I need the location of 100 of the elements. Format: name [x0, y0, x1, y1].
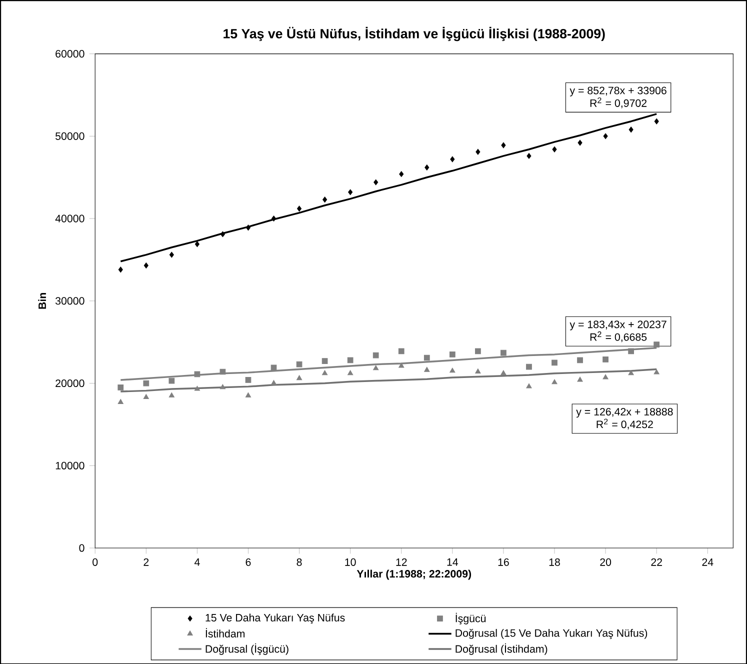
point [501, 142, 506, 148]
point [552, 146, 557, 152]
point [526, 364, 532, 370]
point [602, 356, 608, 362]
y-tick-label: 50000 [56, 132, 84, 140]
x-tick-label: 10 [345, 558, 356, 566]
point [372, 352, 379, 358]
x-tick-label: 16 [498, 558, 509, 566]
point [348, 189, 353, 195]
x-tick-label: 6 [246, 558, 251, 566]
point [654, 341, 660, 348]
x-tick-label: 24 [702, 558, 714, 566]
annotation: R$^{2}$ = 0,4252 [596, 418, 653, 430]
annotation: y = 126,42x + 18888 [576, 408, 673, 418]
point [270, 380, 277, 385]
point [628, 370, 634, 375]
legend-label: İşgücü [456, 612, 486, 624]
point [347, 357, 354, 363]
point [296, 374, 302, 380]
point [654, 118, 659, 124]
y-tick-label: 60000 [56, 50, 84, 58]
legend-label: Doğrusal (İstihdam) [456, 643, 548, 655]
point [578, 140, 582, 146]
point [577, 376, 583, 382]
point [476, 148, 480, 155]
y-tick-label: 30000 [55, 296, 84, 304]
point [449, 351, 456, 358]
point [143, 394, 149, 399]
point [424, 164, 430, 170]
legend-label: 15 Ve Daha Yukarı Yaş Nüfus [206, 613, 345, 624]
annotation: R$^{2}$ = 0,6685 [590, 331, 647, 342]
point [271, 215, 276, 222]
point [296, 361, 302, 368]
point [168, 378, 175, 384]
point [475, 348, 481, 354]
point [424, 354, 430, 360]
point [424, 366, 430, 372]
point [628, 126, 634, 132]
point [322, 370, 328, 375]
legend-label: Doğrusal (15 Ve Daha Yukarı Yaş Nüfus) [456, 628, 648, 639]
point [245, 392, 252, 398]
point [654, 369, 660, 374]
y-tick-label: 0 [79, 544, 84, 552]
point [322, 196, 328, 202]
point [322, 358, 328, 364]
point [526, 152, 532, 159]
point [118, 266, 123, 272]
point [194, 371, 200, 377]
point [374, 179, 378, 186]
point [373, 365, 379, 370]
x-tick-label: 0 [92, 558, 98, 566]
x-tick-label: 14 [447, 558, 458, 566]
point [577, 357, 583, 363]
point [220, 231, 225, 237]
x-tick-label: 4 [194, 558, 200, 566]
point [500, 370, 506, 375]
point [169, 252, 174, 258]
annotation: y = 852,78x + 33906 [570, 86, 666, 96]
point [500, 350, 506, 356]
annotation: y = 183,43x + 20237 [570, 320, 666, 330]
point [118, 384, 124, 390]
point [144, 262, 148, 268]
point [220, 384, 226, 389]
y-tick-label: 40000 [55, 214, 84, 222]
point [602, 374, 608, 380]
point [475, 368, 481, 374]
x-tick-label: 2 [144, 558, 149, 566]
x-tick-label: 8 [296, 558, 302, 566]
point [450, 368, 456, 372]
y-axis-title: Bin [38, 292, 46, 309]
chart-title: 15 Yaş ve Üstü Nüfus, İstihdam ve İşgücü İlişkisi (1988-2009) [224, 26, 605, 41]
y-tick-label: 10000 [56, 462, 84, 470]
point [143, 380, 150, 386]
annotation: R$^{2}$ = 0,9702 [590, 97, 647, 108]
legend-label: Doğrusal (İşgücü) [206, 643, 288, 655]
point [526, 383, 532, 388]
legend-label: İstihdam [206, 628, 245, 638]
point [552, 379, 558, 384]
x-tick-label: 22 [651, 558, 662, 566]
x-tick-label: 20 [600, 558, 612, 566]
point [398, 362, 404, 368]
x-tick-label: 18 [549, 558, 560, 566]
x-tick-label: 12 [396, 558, 407, 566]
point [450, 156, 455, 162]
point [168, 392, 174, 398]
point [194, 386, 200, 391]
point [552, 360, 558, 366]
point [399, 170, 404, 177]
point [245, 376, 252, 383]
point [220, 368, 226, 374]
point [297, 206, 302, 212]
point [270, 364, 277, 370]
point [628, 348, 634, 354]
x-axis-title: Yıllar (1:1988; 22:2009) [356, 570, 472, 580]
point [603, 133, 608, 139]
point [118, 398, 124, 404]
y-tick-label: 20000 [56, 379, 84, 387]
point [246, 224, 251, 230]
point [398, 348, 404, 354]
point [348, 370, 354, 375]
